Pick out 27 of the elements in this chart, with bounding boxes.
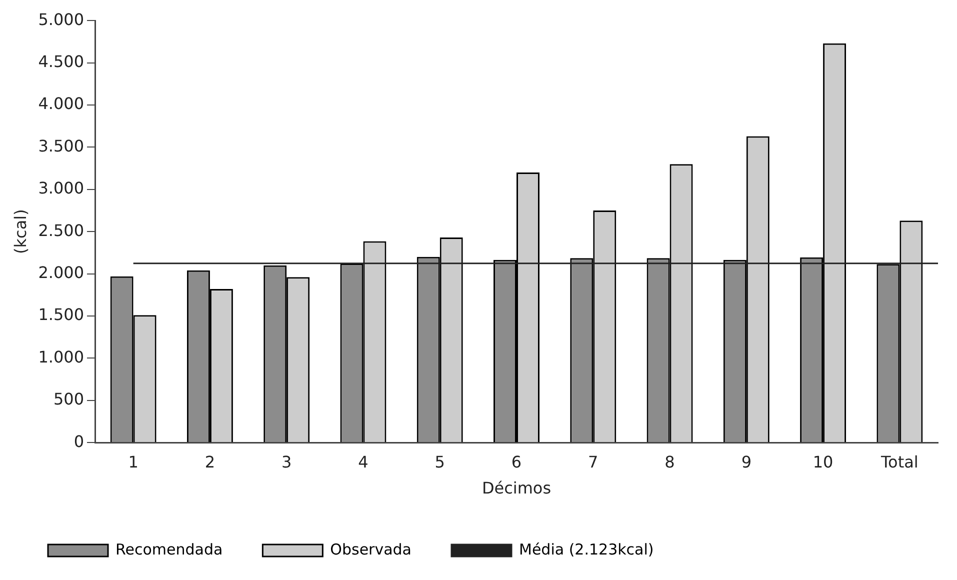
y-tick-label: 1.500 <box>38 305 84 324</box>
legend-label: Observada <box>330 540 412 558</box>
x-tick-label: 9 <box>741 452 752 472</box>
y-tick-label: 5.000 <box>38 10 84 29</box>
y-tick-label: 2.000 <box>38 262 84 282</box>
legend-label: Média (2.123kcal) <box>518 540 654 558</box>
x-tick-label: 4 <box>358 452 368 472</box>
y-tick-label: 0 <box>74 432 84 451</box>
y-tick-label: 2.500 <box>38 220 84 240</box>
y-tick-label: 3.000 <box>38 178 84 198</box>
y-tick-label: 4.500 <box>38 52 84 71</box>
x-tick-label: 1 <box>128 452 138 472</box>
x-tick-label: 7 <box>588 452 598 472</box>
y-tick-label: 4.000 <box>38 94 84 114</box>
x-tick-label: 3 <box>282 452 292 472</box>
y-axis-title: (kcal) <box>10 209 30 254</box>
x-tick-label: 10 <box>812 452 834 472</box>
x-tick-label: 6 <box>511 452 522 472</box>
x-tick-label: 5 <box>434 452 445 472</box>
x-tick-label: 2 <box>204 452 216 472</box>
x-tick-label: Total <box>880 452 918 472</box>
y-tick-label: 1.000 <box>38 347 84 366</box>
x-axis-title: Décimos <box>482 478 552 498</box>
y-tick-label: 500 <box>53 390 84 409</box>
legend-label: Recomendada <box>116 540 223 558</box>
x-tick-label: 8 <box>664 452 675 472</box>
y-tick-label: 3.500 <box>38 136 84 156</box>
